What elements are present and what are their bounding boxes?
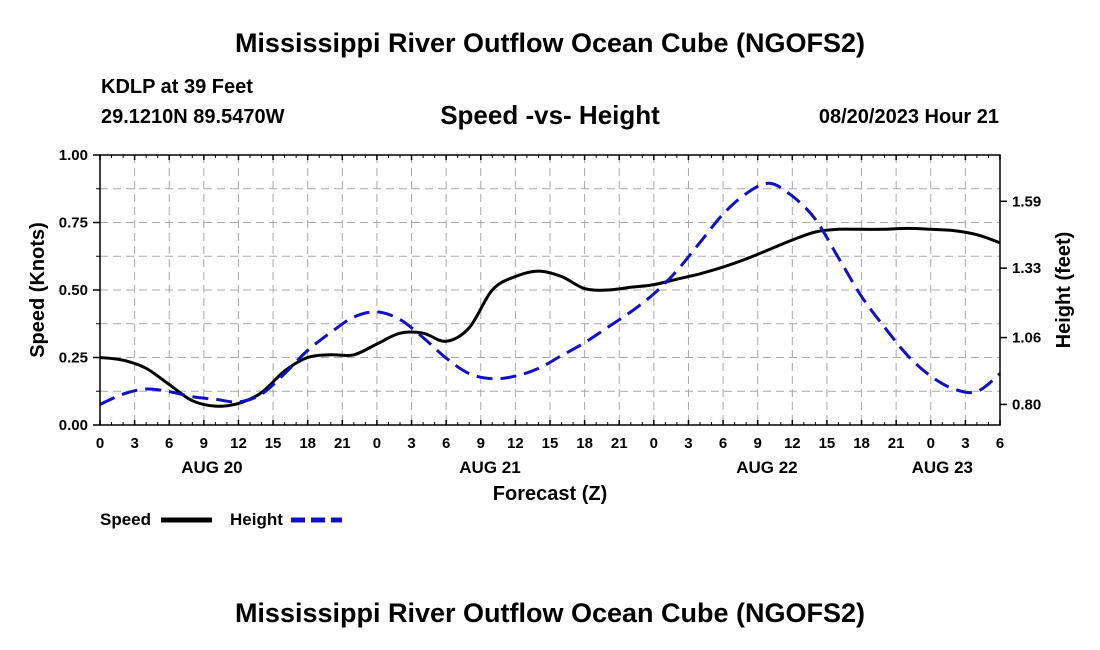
x-tick-label: 12 [230, 435, 247, 452]
x-tick-label: 0 [927, 435, 935, 452]
x-tick-label: 6 [719, 435, 727, 452]
x-tick-label: 12 [507, 435, 524, 452]
x-tick-label: 9 [200, 435, 208, 452]
legend-label-speed: Speed [100, 510, 151, 529]
series-line-height [99, 181, 1001, 406]
x-day-label: AUG 23 [912, 458, 973, 477]
x-tick-label: 3 [407, 435, 415, 452]
y-axis-left-title: Speed (Knots) [27, 222, 49, 358]
x-tick-label: 3 [961, 435, 969, 452]
x-tick-label: 12 [784, 435, 801, 452]
x-tick-label: 0 [373, 435, 381, 452]
x-axis-title: Forecast (Z) [493, 483, 607, 505]
grid [100, 155, 1000, 425]
y-right-tick-label: 1.33 [1012, 260, 1041, 277]
forecast-datetime: 08/20/2023 Hour 21 [818, 106, 999, 128]
station-label: KDLP at 39 Feet [101, 76, 253, 98]
x-tick-label: 18 [576, 435, 593, 452]
x-tick-label: 15 [542, 435, 559, 452]
chart-title: Mississippi River Outflow Ocean Cube (NG… [234, 28, 866, 58]
y-left-tick-label: 0.75 [59, 215, 88, 232]
x-day-label: AUG 20 [181, 458, 242, 477]
x-tick-label: 9 [754, 435, 762, 452]
x-tick-label: 21 [611, 435, 628, 452]
y-right-tick-label: 1.06 [1012, 330, 1041, 347]
x-tick-label: 9 [477, 435, 485, 452]
footer-chart-title: Mississippi River Outflow Ocean Cube (NG… [234, 598, 866, 628]
x-tick-label: 21 [888, 435, 905, 452]
x-tick-label: 3 [130, 435, 138, 452]
x-tick-label: 15 [265, 435, 282, 452]
y-right-tick-label: 1.59 [1012, 193, 1041, 210]
x-tick-label: 6 [996, 435, 1004, 452]
x-day-label: AUG 22 [736, 458, 797, 477]
chart-subtitle: Speed -vs- Height [440, 100, 660, 130]
x-tick-label: 3 [684, 435, 692, 452]
x-tick-label: 21 [334, 435, 351, 452]
x-tick-label: 15 [819, 435, 836, 452]
y-axis-right-title: Height (feet) [1053, 232, 1075, 349]
x-tick-label: 18 [853, 435, 870, 452]
x-tick-label: 0 [650, 435, 658, 452]
station-coordinates: 29.1210N 89.5470W [101, 106, 285, 128]
legend-label-height: Height [230, 510, 283, 529]
series-layer [99, 181, 1001, 408]
x-tick-label: 18 [299, 435, 316, 452]
x-tick-label: 0 [96, 435, 104, 452]
x-tick-label: 6 [165, 435, 173, 452]
tick-layer: 0 3 6 9 12 15 18 21 0 3 6 9 12 15 18 21 0 3 6 9 12 15 18 21 0 3 6 0… [59, 147, 1041, 477]
x-tick-label: 6 [442, 435, 450, 452]
y-right-tick-label: 0.80 [1012, 396, 1041, 413]
y-left-tick-label: 1.00 [59, 147, 88, 164]
x-day-label: AUG 21 [459, 458, 520, 477]
legend: Speed Height [100, 510, 342, 529]
y-left-tick-label: 0.50 [59, 282, 88, 299]
y-left-tick-label: 0.00 [59, 417, 88, 434]
y-left-tick-label: 0.25 [59, 350, 88, 367]
